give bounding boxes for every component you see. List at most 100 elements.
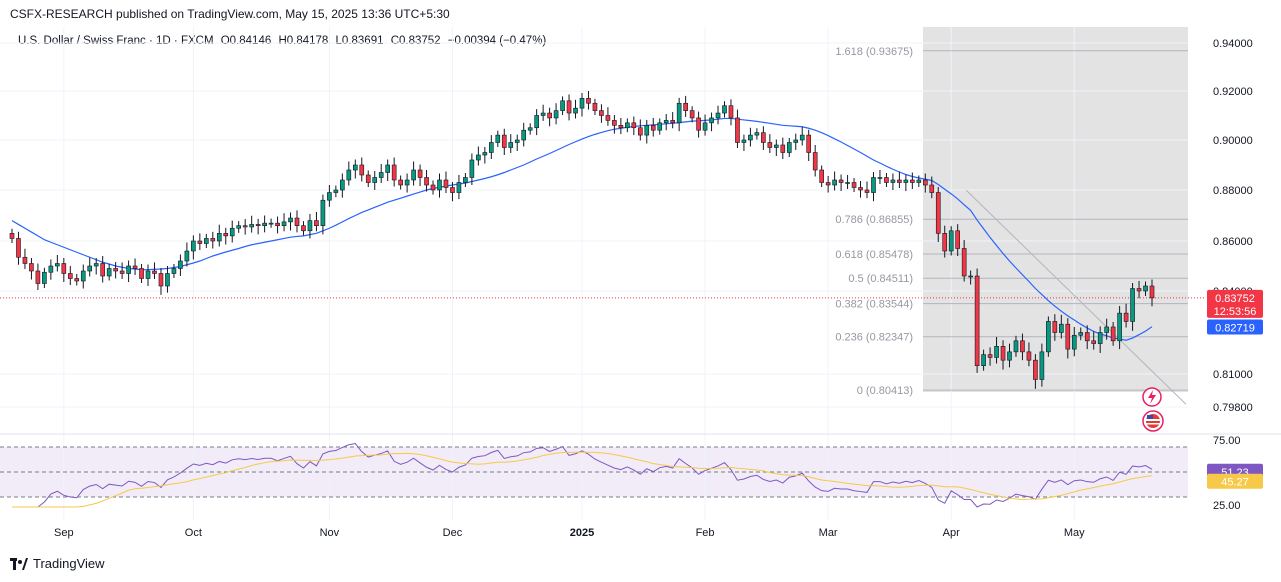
candle	[489, 135, 494, 159]
candle-body	[786, 142, 792, 153]
candle-body	[592, 102, 598, 111]
candle-body	[812, 152, 818, 171]
symbol-name[interactable]: U.S. Dollar / Swiss Franc · 1D · FXCM	[18, 35, 214, 47]
y-tick-label: 0.90000	[1213, 135, 1253, 147]
candle-body	[501, 134, 507, 148]
candle-body	[942, 233, 948, 252]
candle-body	[320, 199, 326, 226]
candle-body	[1020, 340, 1025, 353]
candle	[482, 147, 488, 164]
candle-body	[741, 139, 747, 143]
candle-body	[948, 230, 954, 252]
candle-body	[864, 189, 870, 193]
candle-body	[495, 134, 501, 143]
candle	[514, 134, 520, 151]
candle-body	[832, 179, 837, 186]
candle	[508, 134, 514, 153]
candle	[275, 216, 280, 234]
candle-body	[281, 221, 287, 227]
candle	[1007, 343, 1012, 368]
x-tick-label: Sep	[54, 527, 74, 539]
candle	[722, 101, 727, 118]
candle-body	[61, 263, 67, 274]
candle	[1065, 318, 1071, 359]
candle-body	[16, 238, 21, 258]
candle	[100, 256, 105, 283]
candle	[612, 115, 617, 134]
candle	[340, 173, 345, 198]
candle	[1052, 314, 1058, 341]
candle	[832, 171, 837, 191]
candle-body	[249, 224, 254, 228]
candle-body	[1000, 346, 1006, 361]
candle	[327, 185, 332, 207]
candle	[605, 107, 611, 126]
tradingview-brand[interactable]: TradingView	[10, 556, 105, 571]
candle	[158, 268, 164, 295]
candle	[106, 264, 112, 281]
x-tick-label: Nov	[320, 527, 340, 539]
candle-body	[113, 268, 118, 272]
candle	[1033, 354, 1038, 389]
lightning-icon[interactable]	[1142, 387, 1162, 407]
candle	[411, 161, 416, 186]
candle	[1149, 279, 1155, 307]
candle-body	[411, 169, 416, 181]
candle	[93, 258, 99, 275]
candle-body	[1136, 288, 1142, 292]
us-flag-icon[interactable]	[1142, 410, 1164, 432]
candle	[806, 129, 812, 161]
candle	[126, 260, 131, 282]
candle	[748, 127, 753, 147]
candle-body	[540, 112, 546, 116]
candle	[1110, 321, 1116, 346]
candle-body	[404, 179, 410, 186]
candle-body	[974, 275, 980, 366]
candle-body	[450, 187, 455, 193]
candle	[430, 180, 436, 195]
candle-body	[722, 105, 727, 114]
candle-body	[165, 273, 170, 287]
candle-body	[1110, 326, 1116, 342]
candle	[858, 181, 863, 198]
candle-body	[340, 179, 345, 191]
candle	[884, 173, 889, 187]
candle-body	[689, 110, 695, 119]
candle-body	[637, 127, 643, 136]
publisher-line: CSFX-RESEARCH published on TradingView.c…	[10, 7, 450, 21]
candle-body	[262, 222, 267, 226]
candle-body	[1123, 312, 1129, 322]
candle	[819, 165, 824, 187]
candle-body	[171, 268, 177, 274]
candle	[871, 172, 876, 202]
candle-body	[897, 179, 902, 183]
candle-body	[489, 142, 494, 153]
last-price-badge-text: 12:53:56	[1214, 306, 1257, 318]
candle	[670, 112, 675, 129]
candle	[566, 94, 572, 121]
candle-body	[560, 100, 565, 111]
candle	[48, 259, 54, 280]
candle-body	[158, 273, 164, 287]
candle-body	[152, 270, 157, 274]
candle	[450, 182, 455, 202]
candle-body	[566, 100, 572, 114]
candle-body	[1059, 323, 1064, 333]
candle-body	[987, 354, 993, 358]
candle	[191, 235, 196, 260]
candle	[16, 231, 21, 265]
x-tick-label: Dec	[443, 527, 463, 539]
candle-body	[845, 182, 850, 184]
candle-body	[527, 127, 533, 131]
candle-body	[650, 125, 656, 131]
candle	[579, 92, 585, 117]
candle	[845, 175, 850, 189]
candle	[469, 153, 475, 185]
ma-badge: 0.82719	[1207, 319, 1263, 335]
candle-body	[1130, 288, 1135, 322]
candle-body	[242, 225, 248, 228]
candle	[929, 176, 935, 199]
candle	[877, 170, 883, 184]
candle-body	[806, 134, 812, 153]
